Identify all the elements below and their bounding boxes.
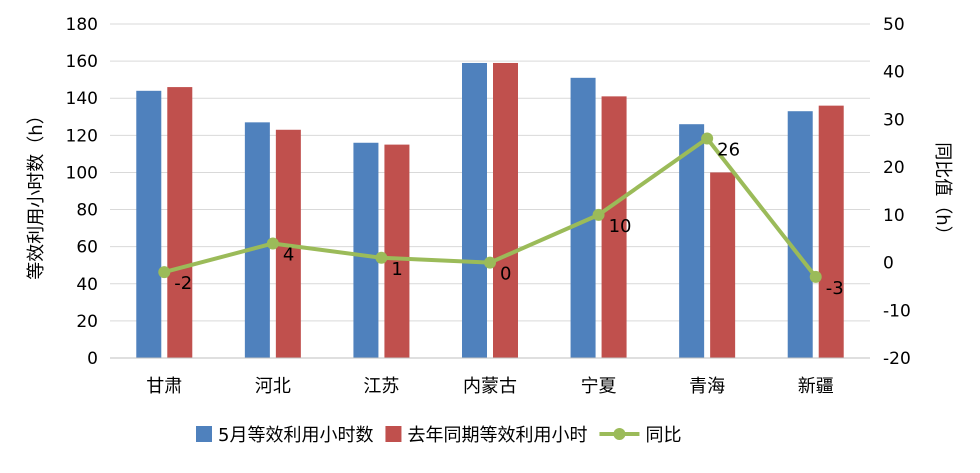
data-label: -2: [174, 273, 192, 294]
y-tick-label: 100: [66, 163, 98, 183]
data-label: 4: [283, 244, 294, 265]
legend-item: 同比: [599, 425, 681, 446]
y2-tick-label: 40: [883, 63, 905, 83]
bars: [136, 62, 844, 359]
y2-tick-label: 10: [883, 206, 905, 226]
y2-axis-title: 同比值（h）: [932, 142, 953, 243]
y2-tick-label: -20: [883, 349, 911, 369]
line-point: [484, 256, 496, 269]
x-tick-label: 江苏: [363, 376, 399, 397]
bar: [818, 105, 844, 359]
y-tick-label: 20: [76, 312, 98, 332]
bar: [167, 87, 193, 358]
y-tick-label: 160: [66, 52, 98, 72]
bar: [493, 62, 518, 358]
data-label: 0: [500, 264, 511, 285]
line-point: [375, 251, 388, 264]
bar: [384, 144, 410, 358]
legend-item: 5月等效利用小时数: [196, 425, 373, 446]
legend-label: 去年同期等效利用小时: [407, 425, 587, 446]
data-label: -3: [826, 278, 844, 299]
legend: 5月等效利用小时数 去年同期等效利用小时 同比: [196, 425, 681, 446]
y-tick-label: 80: [76, 201, 98, 221]
y2-tick-label: -10: [883, 301, 911, 321]
x-tick-label: 新疆: [798, 376, 834, 397]
legend-swatch: [385, 426, 402, 442]
bar: [462, 62, 487, 358]
bar: [710, 172, 736, 358]
y2-tick-label: 20: [883, 158, 905, 178]
y2-tick-label: 50: [883, 15, 905, 35]
legend-label: 5月等效利用小时数: [218, 425, 373, 446]
y-tick-label: 120: [66, 126, 98, 146]
y-axis-title: 等效利用小时数（h）: [26, 106, 47, 279]
tick-labels: 020406080100120140160180-20-100102030405…: [66, 15, 911, 397]
data-label: 26: [717, 140, 740, 161]
legend-marker: [613, 428, 626, 440]
x-tick-label: 河北: [255, 376, 291, 397]
y-tick-label: 0: [87, 349, 98, 369]
legend-label: 同比: [645, 425, 681, 446]
bar: [244, 122, 270, 358]
data-label: 10: [609, 216, 632, 237]
gridlines: [110, 23, 870, 322]
legend-swatch: [196, 426, 212, 442]
bar: [136, 90, 162, 359]
x-tick-label: 青海: [689, 376, 725, 397]
line-point: [592, 208, 605, 221]
bar: [353, 142, 379, 358]
legend-item: 去年同期等效利用小时: [385, 425, 587, 446]
line-point: [701, 132, 714, 145]
y2-tick-label: 30: [883, 110, 905, 130]
bar: [787, 111, 813, 358]
data-label: 1: [391, 259, 402, 280]
line-series: [158, 132, 822, 283]
line-point: [809, 270, 822, 283]
y-tick-label: 140: [66, 89, 98, 109]
bar: [679, 124, 705, 358]
x-tick-label: 甘肃: [146, 376, 182, 397]
y-tick-label: 40: [76, 275, 98, 295]
y-tick-label: 60: [76, 238, 98, 258]
bar: [601, 96, 627, 358]
line-point: [158, 266, 171, 279]
y2-tick-label: 0: [883, 254, 894, 274]
x-tick-label: 宁夏: [581, 376, 617, 397]
x-tick-label: 内蒙古: [463, 376, 517, 397]
y-tick-label: 180: [66, 15, 98, 35]
line-point: [266, 237, 279, 250]
